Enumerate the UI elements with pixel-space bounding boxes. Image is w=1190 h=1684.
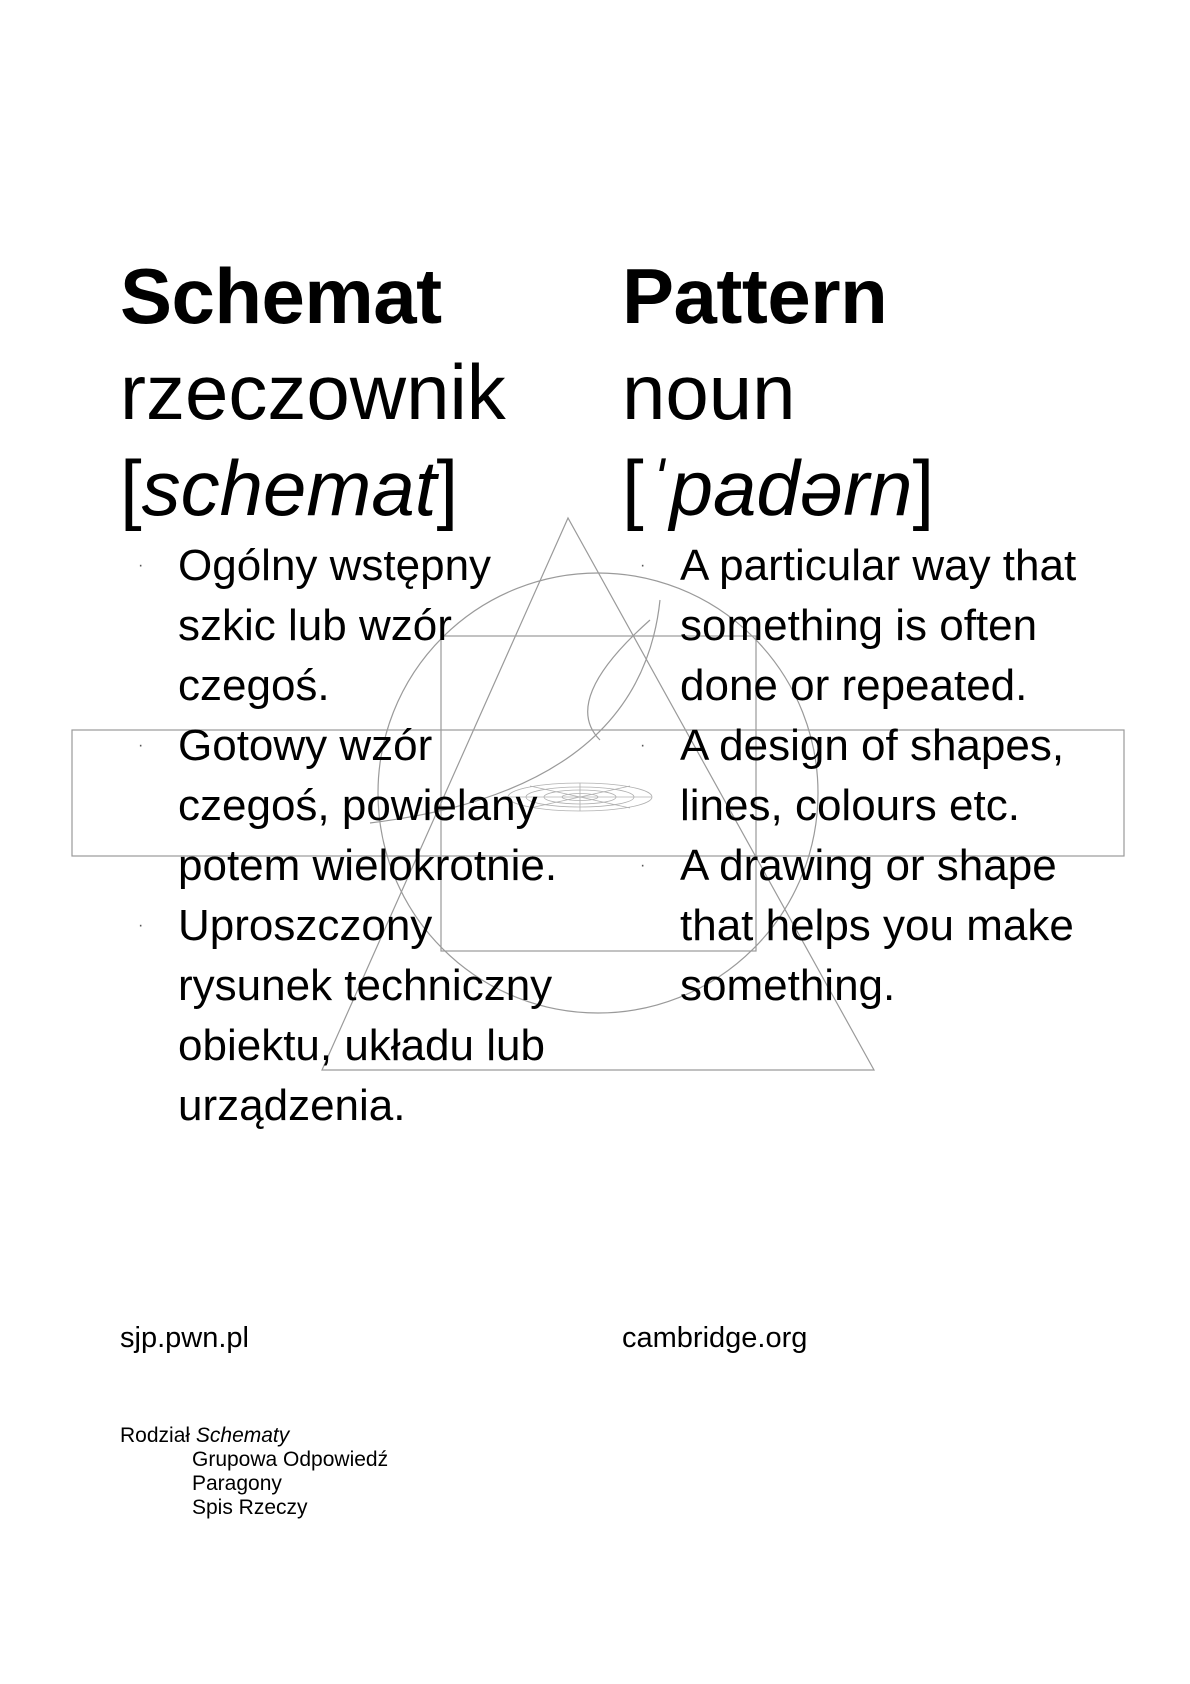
definition-text: A design of shapes, lines, colours etc. — [680, 721, 1065, 830]
definition-item: · A particular way that something is ofte… — [622, 536, 1142, 716]
bullet-icon: · — [138, 737, 144, 754]
footer-item: Paragony — [192, 1472, 282, 1495]
bracket-open: [ — [622, 444, 644, 532]
bullet-icon: · — [640, 737, 646, 754]
definition-item: · Ogólny wstępny szkic lub wzór czegoś. — [120, 536, 580, 716]
english-entry: Pattern noun [ˈpadərn] · A particular way… — [622, 248, 1142, 1016]
english-source: cambridge.org — [622, 1322, 808, 1354]
polish-source: sjp.pwn.pl — [120, 1322, 249, 1354]
polish-entry: Schemat rzeczownik [schemat] · Ogólny wst… — [120, 248, 580, 1136]
footer-item: Spis Rzeczy — [192, 1496, 308, 1519]
definition-text: Uproszczony rysunek techniczny obiektu, … — [178, 901, 553, 1130]
polish-pronunciation: [schemat] — [120, 440, 580, 536]
english-definitions: · A particular way that something is ofte… — [622, 536, 1142, 1016]
english-part-of-speech: noun — [622, 348, 796, 436]
chapter-prefix: Rodział — [120, 1424, 191, 1447]
definition-item: · Gotowy wzór czegoś, powielany potem wie… — [120, 716, 580, 896]
bullet-icon: · — [640, 557, 646, 574]
definition-item: · A drawing or shape that helps you make … — [622, 836, 1142, 1016]
polish-part-of-speech: rzeczownik — [120, 348, 506, 436]
definition-text: Gotowy wzór czegoś, powielany potem wiel… — [178, 721, 558, 890]
definition-text: A drawing or shape that helps you make s… — [680, 841, 1074, 1010]
chapter-name: Schematy — [195, 1424, 290, 1447]
english-pronunciation: [ˈpadərn] — [622, 440, 1142, 536]
polish-headword: Schemat — [120, 252, 442, 340]
bullet-icon: · — [138, 917, 144, 934]
bracket-open: [ — [120, 444, 142, 532]
definition-text: A particular way that something is often… — [680, 541, 1077, 710]
definition-item: · A design of shapes, lines, colours etc. — [622, 716, 1142, 836]
bullet-icon: · — [640, 857, 646, 874]
bullet-icon: · — [138, 557, 144, 574]
english-headword: Pattern — [622, 252, 888, 340]
bracket-close: ] — [912, 444, 935, 532]
definition-item: · Uproszczony rysunek techniczny obiektu,… — [120, 896, 580, 1136]
definition-text: Ogólny wstępny szkic lub wzór czegoś. — [178, 541, 492, 710]
chapter-line: Rodział Schematy — [120, 1424, 388, 1448]
footer-item: Grupowa Odpowiedź — [192, 1448, 389, 1471]
english-pronunciation-text: ˈpadərn — [643, 444, 913, 532]
bracket-close: ] — [436, 444, 459, 532]
polish-pronunciation-text: schemat — [141, 444, 437, 532]
footer-contents: Rodział Schematy Grupowa Odpowiedź Parag… — [120, 1424, 388, 1520]
polish-definitions: · Ogólny wstępny szkic lub wzór czegoś. ·… — [120, 536, 580, 1136]
